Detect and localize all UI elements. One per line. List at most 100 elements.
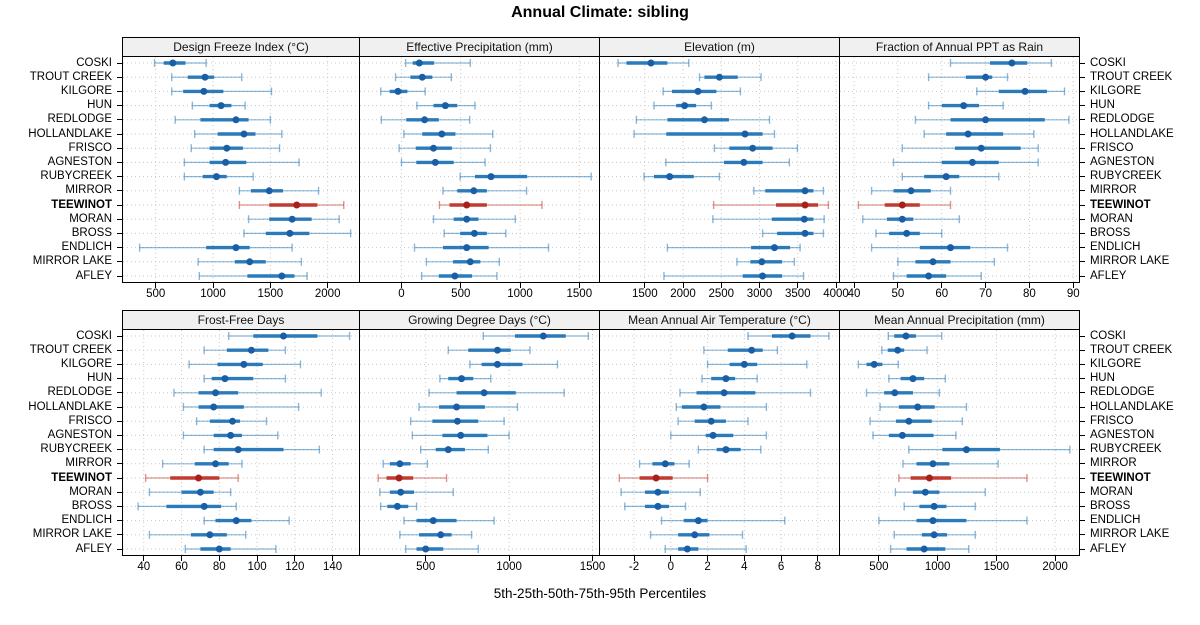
site-label: MIRROR xyxy=(65,457,112,470)
median-dot xyxy=(201,73,209,81)
x-tick-mark xyxy=(508,556,510,561)
x-tick-label: 1500 xyxy=(632,288,658,300)
y-tick-mark xyxy=(1080,90,1085,92)
panel-plot xyxy=(600,57,839,282)
site-label: ENDLICH xyxy=(61,241,112,254)
median-dot xyxy=(232,244,240,252)
site-labels-right-top: COSKI TROUT CREEK KILGORE HUN REDLODGE HOLLAN… xyxy=(1080,57,1200,283)
x-tick-mark xyxy=(941,283,943,288)
panel-strip-title: Design Freeze Index (°C) xyxy=(173,40,309,54)
x-tick-label: 140 xyxy=(322,561,343,573)
median-dot xyxy=(240,130,248,138)
site-label: ENDLICH xyxy=(1090,514,1141,527)
site-label: AFLEY xyxy=(1090,542,1127,555)
median-dot xyxy=(422,545,430,553)
x-axis: 0 500 1000 1500 xyxy=(360,283,599,303)
x-tick-mark xyxy=(897,283,899,288)
site-label: RUBYCREEK xyxy=(1090,170,1162,183)
x-tick-mark xyxy=(720,283,722,288)
median-dot xyxy=(930,531,938,539)
median-dot xyxy=(925,474,933,482)
median-dot xyxy=(707,417,715,425)
y-tick-mark xyxy=(1080,105,1085,107)
x-tick-mark xyxy=(707,556,709,561)
y-tick-mark xyxy=(117,261,122,263)
median-dot xyxy=(700,403,708,411)
site-label: HUN xyxy=(1090,372,1115,385)
x-tick-label: 0 xyxy=(667,561,674,573)
median-dot xyxy=(947,244,955,252)
x-tick-label: 100 xyxy=(247,561,267,573)
site-label: TROUT CREEK xyxy=(29,343,112,356)
y-tick-mark xyxy=(1080,491,1085,493)
x-tick-label: 500 xyxy=(451,288,471,300)
median-dot xyxy=(759,272,767,280)
y-tick-mark xyxy=(1080,449,1085,451)
site-label: BROSS xyxy=(1090,499,1131,512)
y-tick-mark xyxy=(117,534,122,536)
panel-strip-title: Elevation (m) xyxy=(684,40,755,54)
x-tick-label: 120 xyxy=(285,561,305,573)
median-dot xyxy=(681,102,689,110)
site-label: FRISCO xyxy=(68,414,112,427)
x-tick-label: 80 xyxy=(212,561,226,573)
panel-plot-area xyxy=(599,57,840,283)
median-dot xyxy=(661,460,669,468)
panel-strip-title: Mean Annual Air Temperature (°C) xyxy=(628,313,811,327)
x-tick-mark xyxy=(181,556,183,561)
median-dot xyxy=(169,59,177,67)
y-tick-mark xyxy=(117,349,122,351)
median-dot xyxy=(982,116,990,124)
panel-strip-title: Fraction of Annual PPT as Rain xyxy=(875,40,1044,54)
site-labels-right-bottom: COSKI TROUT CREEK KILGORE HUN REDLODGE HOLLAN… xyxy=(1080,330,1200,556)
site-label: HUN xyxy=(87,99,112,112)
y-tick-mark xyxy=(1080,335,1085,337)
y-tick-mark xyxy=(117,420,122,422)
median-dot xyxy=(441,102,449,110)
x-tick-label: 500 xyxy=(146,288,166,300)
x-tick-mark xyxy=(425,556,427,561)
y-tick-mark xyxy=(1080,176,1085,178)
y-tick-mark xyxy=(117,406,122,408)
y-tick-mark xyxy=(117,218,122,220)
y-tick-mark xyxy=(1080,378,1085,380)
panel-strip: Design Freeze Index (°C) xyxy=(122,37,360,57)
site-label: AFLEY xyxy=(75,542,112,555)
median-dot xyxy=(444,446,452,454)
y-tick-mark xyxy=(117,477,122,479)
y-tick-mark xyxy=(1080,204,1085,206)
x-axis: 40 60 80 100 120 140 xyxy=(123,556,359,576)
site-label: HUN xyxy=(1090,99,1115,112)
y-tick-mark xyxy=(117,378,122,380)
site-label: RUBYCREEK xyxy=(1090,443,1162,456)
x-tick-mark xyxy=(759,283,761,288)
x-tick-mark xyxy=(835,283,837,288)
median-dot xyxy=(212,389,220,397)
median-dot xyxy=(758,258,766,266)
site-label: RUBYCREEK xyxy=(40,170,112,183)
median-dot xyxy=(666,173,674,181)
y-tick-mark xyxy=(1080,534,1085,536)
median-dot xyxy=(206,531,214,539)
x-tick-label: 0 xyxy=(398,288,405,300)
median-dot xyxy=(437,531,445,539)
panel-strip-title: Mean Annual Precipitation (mm) xyxy=(874,313,1045,327)
median-dot xyxy=(229,417,237,425)
x-axis: 500 1000 1500 xyxy=(360,556,605,576)
x-axis: 1500 2000 2500 3000 3500 4000 xyxy=(600,283,849,303)
y-tick-mark xyxy=(117,232,122,234)
panel-strip-title: Growing Degree Days (°C) xyxy=(408,313,551,327)
x-tick-mark xyxy=(682,283,684,288)
x-tick-mark xyxy=(519,283,521,288)
x-tick-label: 4 xyxy=(741,561,748,573)
x-tick-mark xyxy=(591,556,593,561)
panel-fraction-ppt-as-rain: Fraction of Annual PPT as Rain 40 50 60 70 8… xyxy=(839,37,1080,303)
site-label: TROUT CREEK xyxy=(29,70,112,83)
median-dot xyxy=(722,446,730,454)
y-tick-mark xyxy=(117,275,122,277)
y-tick-mark xyxy=(117,176,122,178)
panel-plot xyxy=(840,57,1079,282)
x-tick-label: 500 xyxy=(416,561,436,573)
y-tick-mark xyxy=(117,119,122,121)
panel-mean-annual-precipitation: Mean Annual Precipitation (mm) 500 1000 15… xyxy=(839,310,1080,576)
